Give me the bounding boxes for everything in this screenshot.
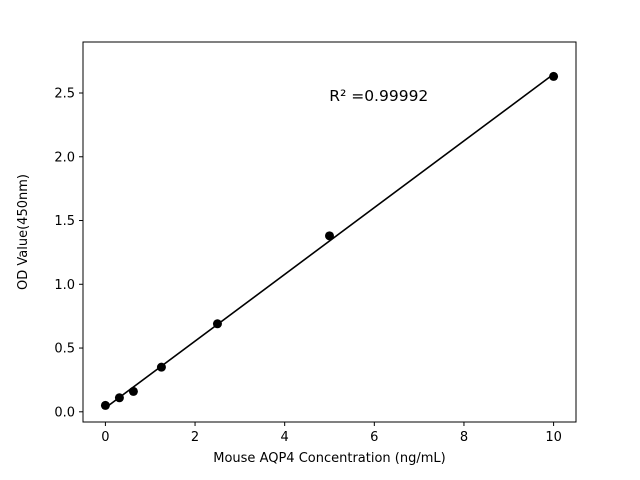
y-axis-label: OD Value(450nm)	[16, 174, 31, 290]
y-tick-label: 1.5	[54, 214, 75, 229]
y-tick-label: 0.5	[54, 342, 75, 357]
y-tick-label: 2.5	[54, 87, 75, 102]
x-tick-label: 6	[370, 430, 378, 445]
y-tick-label: 1.0	[54, 278, 75, 293]
data-point	[325, 231, 334, 241]
y-tick-label: 2.0	[54, 150, 75, 165]
y-tick-label: 0.0	[54, 405, 75, 420]
x-tick-label: 4	[281, 430, 289, 445]
axes-frame	[82, 41, 577, 423]
x-axis-label: Mouse AQP4 Concentration (ng/mL)	[213, 451, 445, 466]
data-point	[549, 71, 559, 81]
fit-line	[104, 73, 555, 409]
data-point	[128, 386, 138, 396]
data-point	[156, 362, 166, 372]
data-point	[212, 319, 222, 329]
x-tick-label: 8	[460, 430, 468, 445]
x-tick-label: 0	[101, 430, 109, 445]
r-squared-annotation: R² =0.99992	[329, 87, 428, 105]
data-point	[114, 393, 124, 403]
x-tick-label: 10	[545, 430, 562, 445]
x-tick-label: 2	[191, 430, 199, 445]
data-point	[100, 400, 110, 410]
